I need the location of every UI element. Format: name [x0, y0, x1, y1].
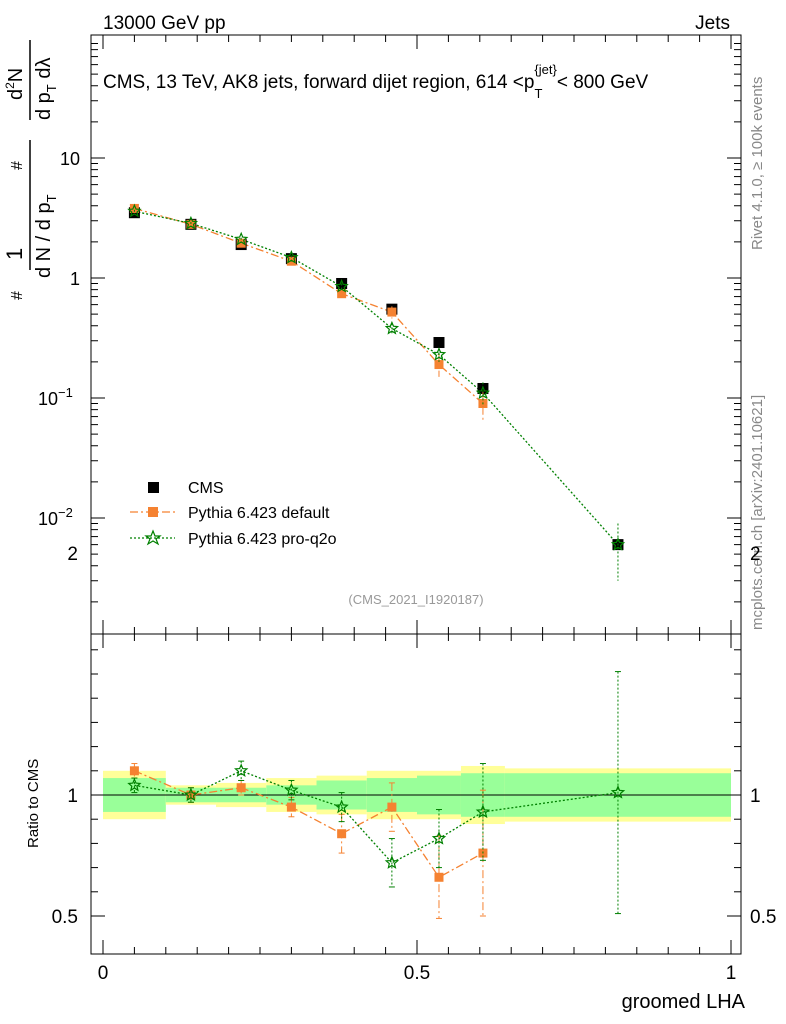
svg-text:d N / d pT: d N / d pT [33, 194, 59, 278]
ratio-default-point [236, 783, 246, 793]
svg-text:#: # [9, 291, 26, 300]
xaxis-label: groomed LHA [622, 991, 746, 1013]
svg-text:d pT dλ: d pT dλ [33, 58, 59, 120]
proq2o-point [284, 250, 299, 264]
header-right: Jets [695, 13, 730, 34]
proq2o-point [610, 537, 626, 551]
ratio-proq2o-point [127, 777, 142, 792]
ratio-y-tick-label-right: 2 [750, 544, 761, 565]
proq2o-point [475, 385, 491, 400]
legend-default-label: Pythia 6.423 default [188, 505, 330, 522]
rivet-version: Rivet 4.1.0, ≥ 100k events [749, 77, 766, 250]
ratio-proq2o-point [475, 804, 491, 819]
ratio-proq2o-point [183, 787, 199, 802]
proq2o-point [127, 203, 142, 218]
ratio-y-tick-label-right: 0.5 [750, 907, 776, 928]
default-point [434, 360, 444, 370]
plot-title: CMS, 13 TeV, AK8 jets, forward dijet reg… [103, 62, 649, 101]
main-y-tick-label: 10 [60, 149, 80, 169]
proq2o-point [384, 320, 400, 335]
ratio-proq2o-point [610, 785, 626, 799]
x-tick-label: 1 [726, 963, 737, 984]
default-point [129, 203, 139, 213]
ratio-default-point [434, 872, 444, 882]
proq2o-point [334, 278, 349, 293]
svg-text:d2N: d2N [3, 68, 27, 100]
legend-cms-marker [148, 482, 159, 493]
cms-point [433, 337, 445, 349]
legend-proq2o-label: Pythia 6.423 pro-q2o [188, 531, 337, 548]
main-y-tick-label: 1 [70, 269, 80, 289]
ratio-y-tick-label: 0.5 [52, 907, 78, 928]
ratio-y-tick-label-right: 1 [750, 786, 761, 807]
legend: CMS Pythia 6.423 default Pythia 6.423 pr… [130, 480, 337, 548]
ratio-default-line [134, 770, 484, 879]
ratio-proq2o-point [334, 799, 349, 814]
x-tick-label: 0 [98, 963, 109, 984]
default-point [186, 219, 196, 229]
svg-text:#: # [9, 161, 26, 170]
axes: 0 0.5 1 10 1 10−1 10−2 0.5 0.5 1 1 2 2 [38, 34, 776, 984]
watermark: (CMS_2021_I1920187) [348, 592, 483, 607]
svg-text:1: 1 [2, 248, 27, 260]
main-y-tick-label: 10−2 [38, 505, 73, 529]
ratio-default-point [286, 802, 296, 812]
x-tick-label: 0.5 [404, 963, 430, 984]
header-left: 13000 GeV pp [103, 13, 226, 34]
mcplots-credit: mcplots.cern.ch [arXiv:2401.10621] [749, 395, 766, 630]
ratio-proq2o-point [284, 782, 299, 797]
main-ylabel: # 1 d N / d pT # d2N d pT dλ [2, 40, 59, 300]
ratio-default-point [337, 829, 347, 839]
ratio-proq2o-point [384, 855, 400, 869]
ratio-default-point [387, 802, 397, 812]
ratio-series [127, 671, 626, 919]
ratio-proq2o-point [234, 763, 249, 777]
ratio-proq2o-point [431, 831, 447, 845]
default-point [337, 289, 347, 299]
proq2o-point [234, 231, 249, 246]
ratio-frame [90, 633, 742, 955]
legend-proq2o-marker [144, 529, 162, 546]
default-line [134, 207, 484, 404]
default-point [387, 307, 397, 317]
legend-cms-label: CMS [188, 480, 224, 497]
legend-default-marker [148, 507, 158, 517]
ratio-y-tick-label: 1 [67, 786, 78, 807]
ratio-y-tick-label: 2 [67, 544, 78, 565]
main-y-tick-label: 10−1 [38, 385, 73, 409]
proq2o-point [431, 347, 447, 361]
default-point [236, 238, 246, 248]
ratio-ylabel: Ratio to CMS [25, 759, 42, 848]
main-series [127, 203, 626, 581]
proq2o-point [183, 215, 199, 230]
default-point [286, 256, 296, 266]
ratio-default-point [129, 766, 139, 776]
